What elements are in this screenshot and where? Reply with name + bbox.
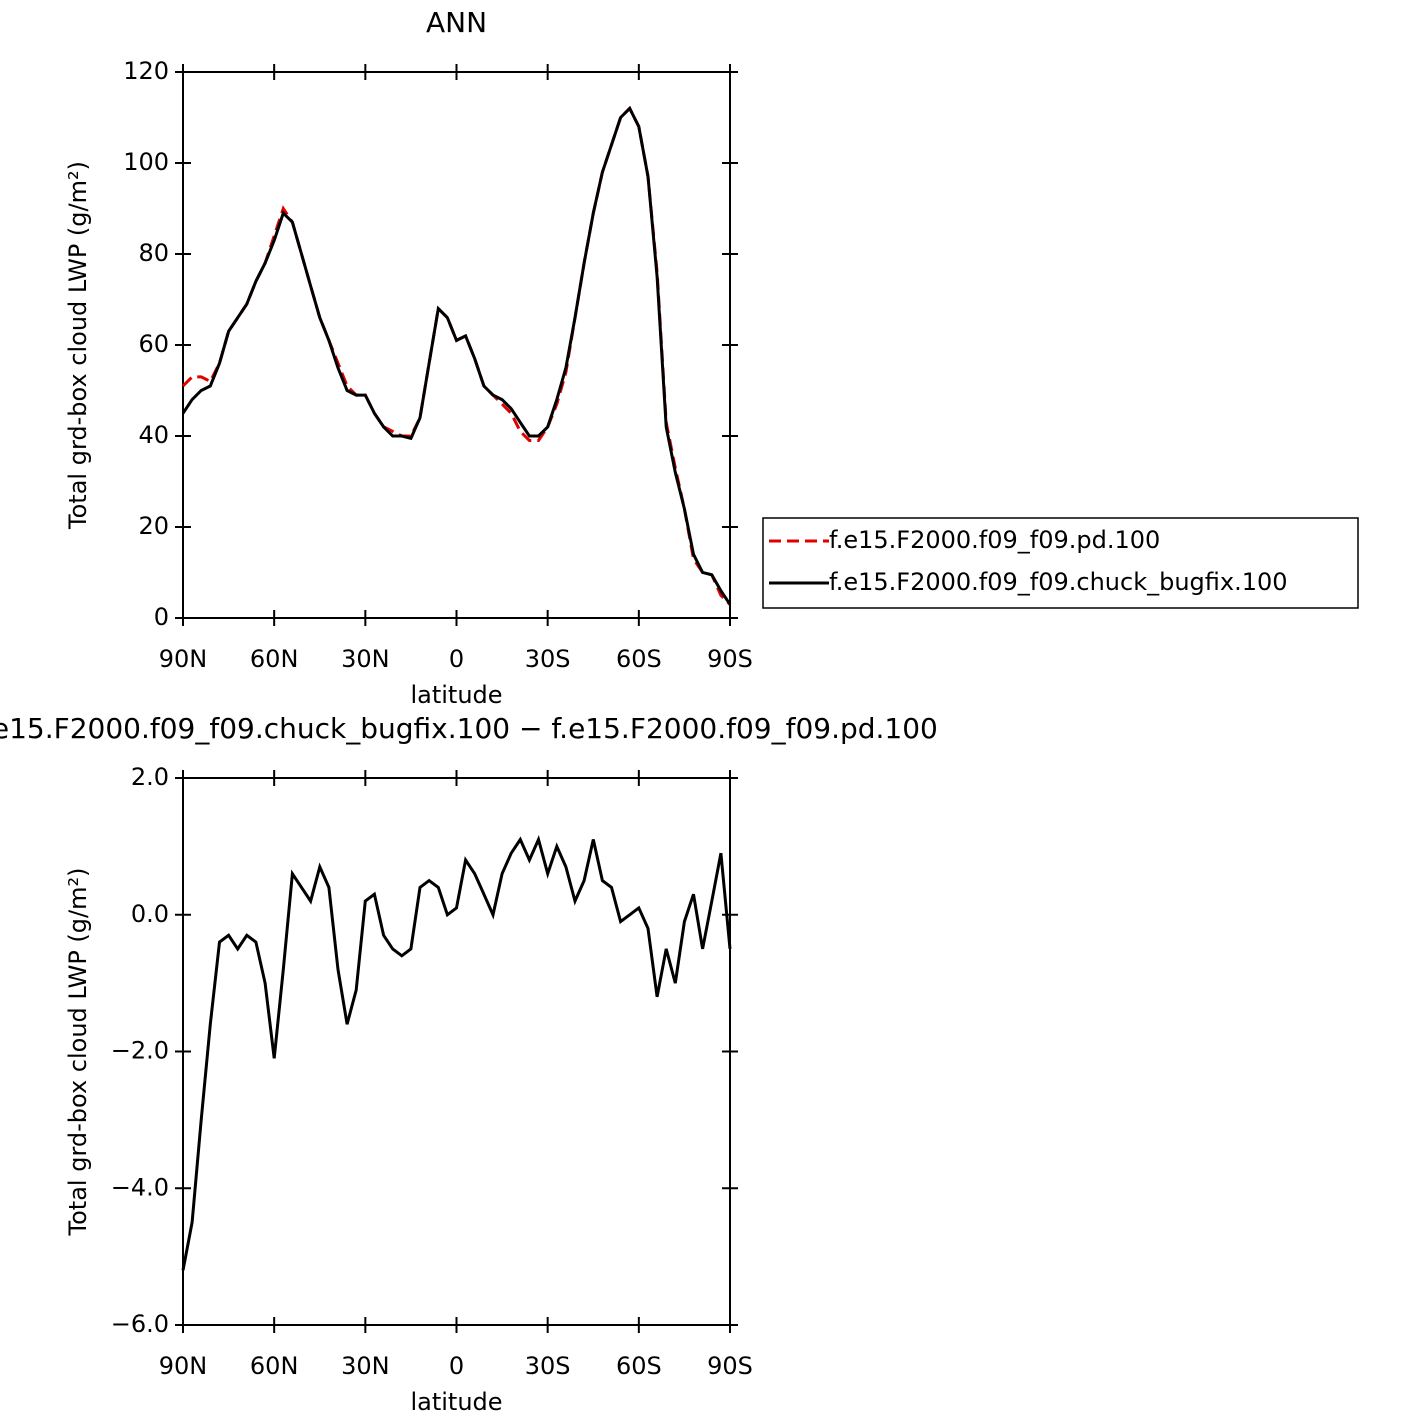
chart-title: f.e15.F2000.f09_f09.chuck_bugfix.100 − f… [0,712,938,745]
y-tick-label: 0 [154,603,169,631]
plot-frame [182,777,731,1326]
legend-label: f.e15.F2000.f09_f09.pd.100 [829,526,1160,554]
x-tick-label: 90N [159,645,208,673]
x-axis-label: latitude [410,681,502,709]
y-tick-label: 80 [138,239,169,267]
legend-box [762,517,1359,609]
y-tick-label: 0.0 [131,900,169,928]
y-tick-label: 120 [123,57,169,85]
x-tick-label: 0 [449,1352,464,1380]
x-tick-label: 60S [616,645,662,673]
data-line [181,105,732,606]
y-tick-label: 40 [138,421,169,449]
y-tick-label: 20 [138,512,169,540]
x-tick-label: 60S [616,1352,662,1380]
y-axis-label: Total grd-box cloud LWP (g/m²) [64,161,92,530]
y-axis-label: Total grd-box cloud LWP (g/m²) [64,868,92,1237]
y-tick-label: 60 [138,330,169,358]
y-tick-label: 100 [123,148,169,176]
x-tick-label: 30S [525,645,571,673]
plot-frame [182,71,731,619]
x-tick-label: 90S [707,645,753,673]
chart-title: ANN [426,6,487,39]
legend-label: f.e15.F2000.f09_f09.chuck_bugfix.100 [829,568,1288,596]
x-tick-label: 30N [341,1352,390,1380]
y-tick-label: 2.0 [131,763,169,791]
x-tick-label: 90S [707,1352,753,1380]
x-tick-label: 60N [250,645,299,673]
x-tick-label: 30S [525,1352,571,1380]
x-tick-label: 90N [159,1352,208,1380]
x-tick-label: 30N [341,645,390,673]
x-axis-label: latitude [410,1388,502,1416]
y-tick-label: −6.0 [111,1310,169,1338]
data-line [181,835,732,1271]
x-tick-label: 60N [250,1352,299,1380]
y-tick-label: −2.0 [111,1037,169,1065]
y-tick-label: −4.0 [111,1173,169,1201]
x-tick-label: 0 [449,645,464,673]
